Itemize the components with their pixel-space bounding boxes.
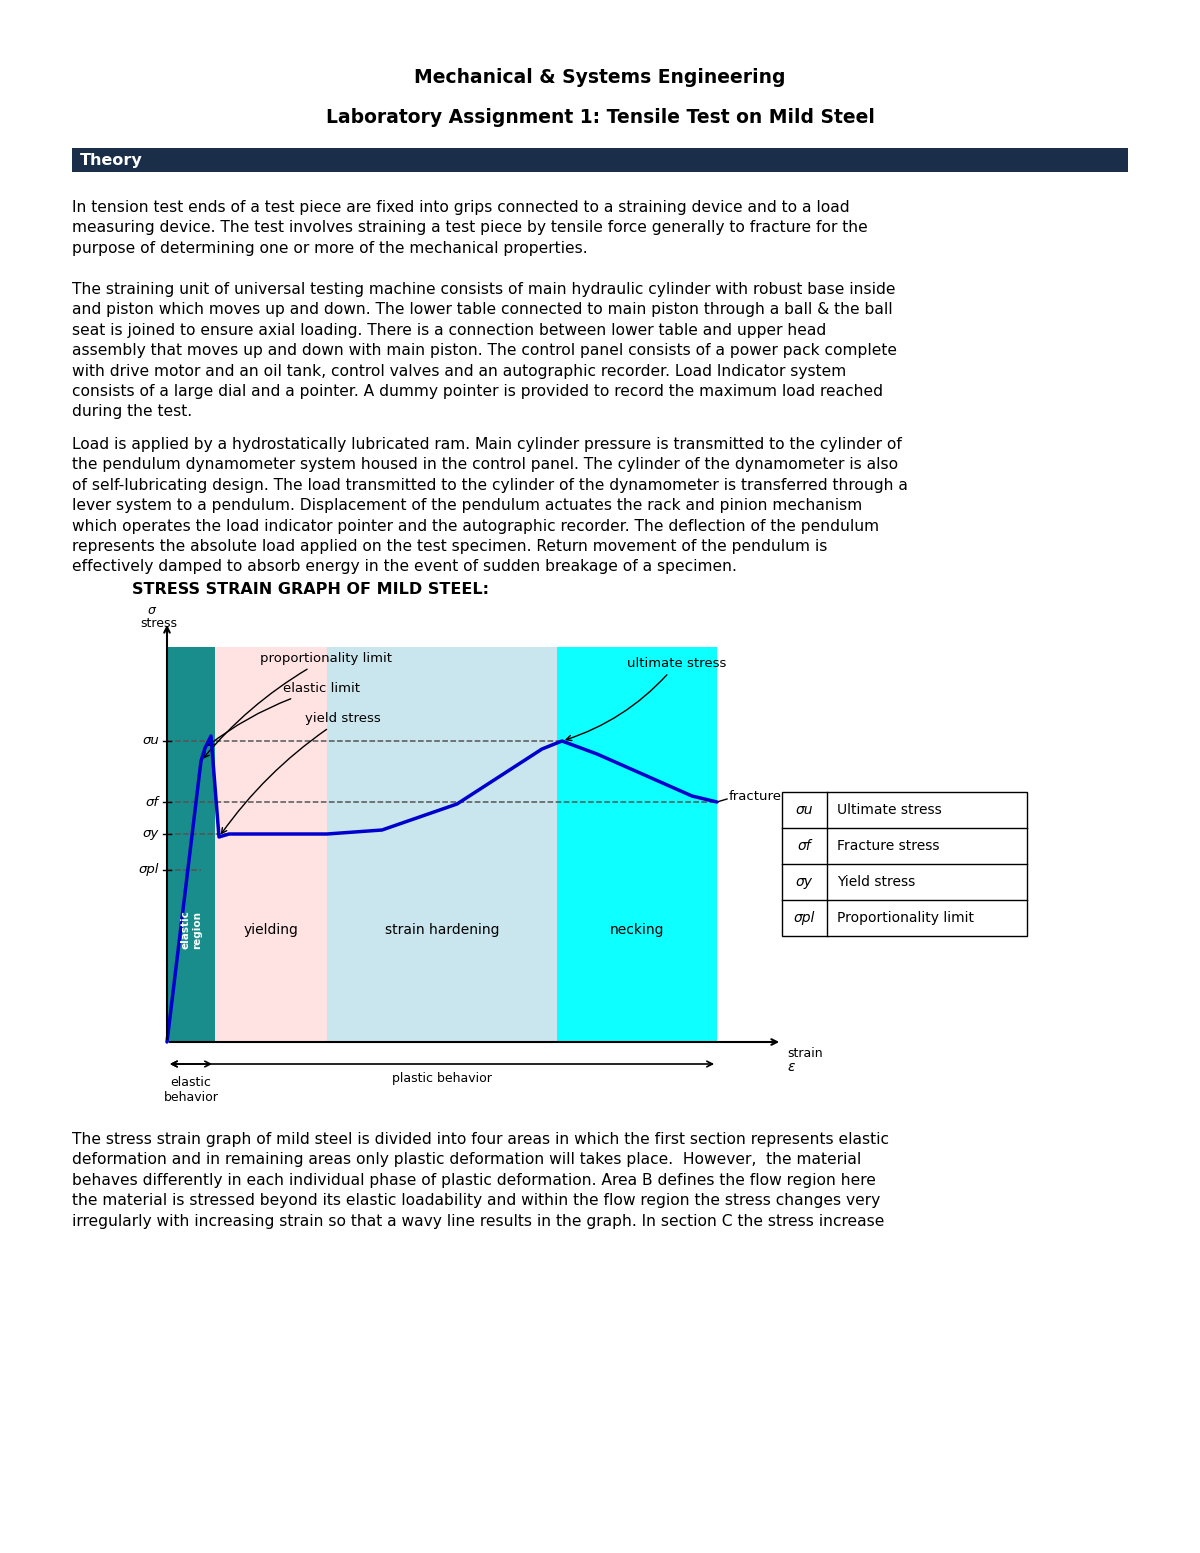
Text: σf: σf xyxy=(146,795,158,809)
Text: ultimate stress: ultimate stress xyxy=(566,657,726,741)
Text: strain hardening: strain hardening xyxy=(385,922,499,936)
Text: σf: σf xyxy=(798,839,811,853)
Bar xyxy=(326,648,557,1042)
Bar xyxy=(215,648,326,1042)
Text: Load is applied by a hydrostatically lubricated ram. Main cylinder pressure is t: Load is applied by a hydrostatically lub… xyxy=(72,436,908,575)
Text: The stress strain graph of mild steel is divided into four areas in which the fi: The stress strain graph of mild steel is… xyxy=(72,1132,889,1228)
Text: Yield stress: Yield stress xyxy=(838,874,916,888)
Text: elastic limit: elastic limit xyxy=(209,682,360,745)
Text: Laboratory Assignment 1: Tensile Test on Mild Steel: Laboratory Assignment 1: Tensile Test on… xyxy=(325,109,875,127)
Text: yielding: yielding xyxy=(244,922,299,936)
Text: The straining unit of universal testing machine consists of main hydraulic cylin: The straining unit of universal testing … xyxy=(72,283,898,419)
Text: ε: ε xyxy=(787,1061,794,1075)
Text: Fracture stress: Fracture stress xyxy=(838,839,940,853)
Text: plastic behavior: plastic behavior xyxy=(392,1072,492,1086)
Text: elastic
region: elastic region xyxy=(180,910,202,949)
Text: σ: σ xyxy=(148,604,156,617)
Text: σpl: σpl xyxy=(794,912,815,926)
Text: σu: σu xyxy=(143,735,158,747)
Text: σpl: σpl xyxy=(139,863,158,876)
Text: Ultimate stress: Ultimate stress xyxy=(838,803,942,817)
Text: In tension test ends of a test piece are fixed into grips connected to a straini: In tension test ends of a test piece are… xyxy=(72,200,868,256)
Text: fracture: fracture xyxy=(730,790,782,803)
Bar xyxy=(167,648,215,1042)
Text: Proportionality limit: Proportionality limit xyxy=(838,912,974,926)
Text: stress: stress xyxy=(140,617,178,631)
Text: Mechanical & Systems Engineering: Mechanical & Systems Engineering xyxy=(414,68,786,87)
Bar xyxy=(72,148,1128,172)
Text: STRESS STRAIN GRAPH OF MILD STEEL:: STRESS STRAIN GRAPH OF MILD STEEL: xyxy=(132,582,490,596)
Text: proportionality limit: proportionality limit xyxy=(204,652,392,758)
Text: necking: necking xyxy=(610,922,665,936)
Text: Theory: Theory xyxy=(80,152,143,168)
Text: strain: strain xyxy=(787,1047,823,1061)
Text: σu: σu xyxy=(796,803,814,817)
Bar xyxy=(557,648,718,1042)
Bar xyxy=(782,792,1027,936)
Text: elastic
behavior: elastic behavior xyxy=(163,1076,218,1104)
Text: σy: σy xyxy=(796,874,814,888)
Text: yield stress: yield stress xyxy=(222,711,380,834)
Text: σy: σy xyxy=(143,828,158,840)
